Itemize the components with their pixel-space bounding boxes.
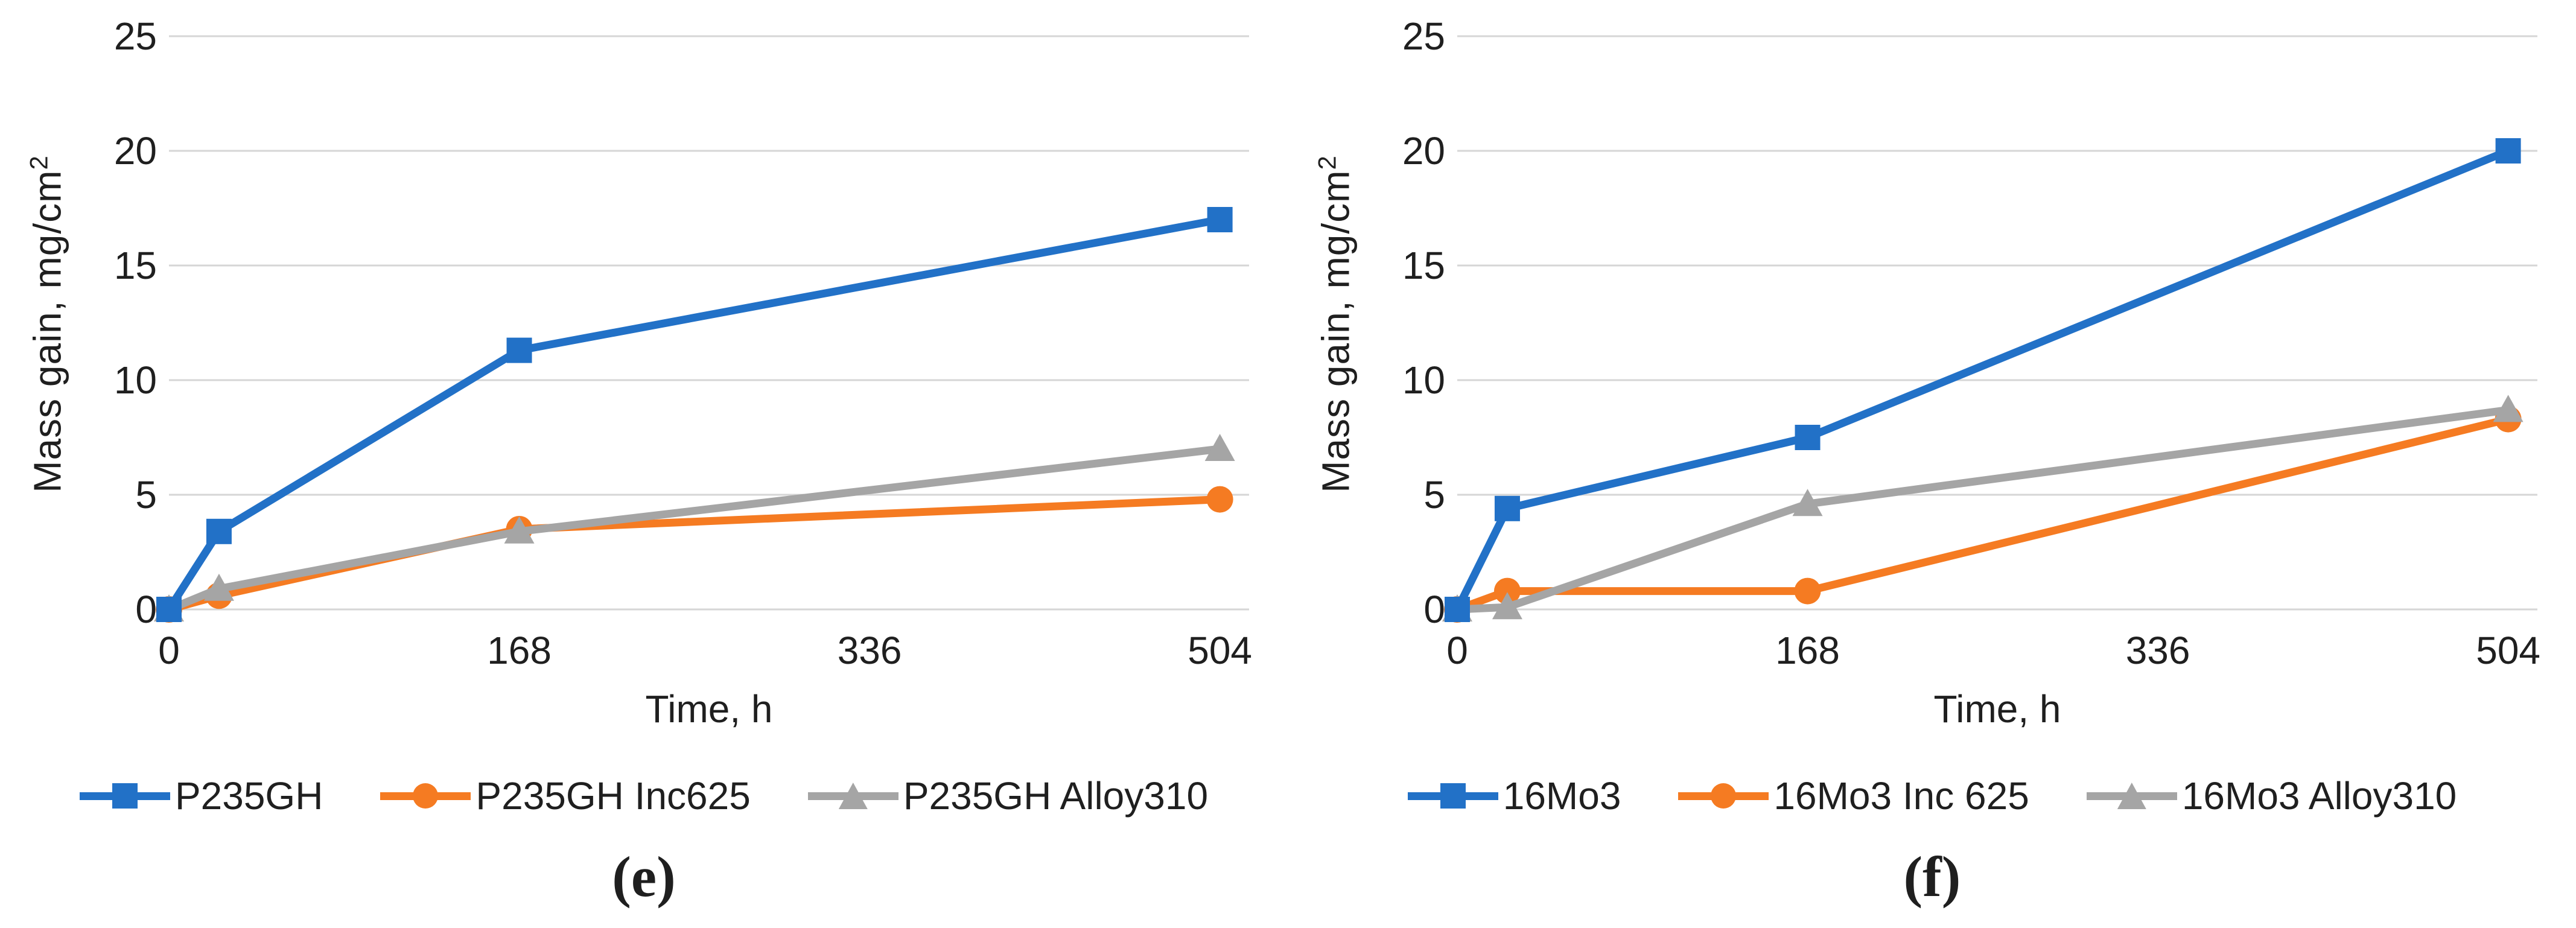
legend-label: P235GH Inc625 [475, 774, 751, 818]
y-axis-title-text: Mass gain, mg/cm [1314, 170, 1358, 493]
marker-square [1207, 207, 1233, 232]
marker-circle [1794, 577, 1821, 605]
legend-circle-marker-icon [1711, 783, 1737, 809]
legend-label: 16Mo3 Alloy310 [2181, 774, 2457, 818]
marker-triangle [2493, 395, 2524, 422]
y-tick-label: 0 [135, 588, 157, 631]
legend-square-marker-icon [1440, 783, 1466, 809]
marker-square [206, 518, 232, 544]
series-line-0 [165, 215, 1221, 612]
legend-item: 16Mo3 Inc 625 [1678, 774, 2029, 818]
marker-triangle [1492, 592, 1522, 620]
legend-triangle-marker-icon [2117, 783, 2146, 809]
caption-f: (f) [1903, 845, 1961, 909]
legend-triangle-marker-icon [838, 783, 868, 809]
y-tick-label: 0 [1423, 588, 1445, 631]
x-tick-label: 504 [1188, 629, 1252, 672]
y-tick-label: 25 [113, 14, 157, 58]
x-tick-label: 0 [1446, 629, 1468, 672]
marker-triangle [1792, 489, 1823, 516]
marker-square [1494, 495, 1520, 521]
plot-canvas [154, 35, 1249, 623]
caption-e: (e) [612, 845, 676, 909]
legend-item: 16Mo3 Alloy310 [2086, 774, 2457, 818]
x-tick-label: 168 [487, 629, 552, 672]
legend: 16Mo3 16Mo3 Inc 625 16Mo3 Alloy310 [1288, 774, 2576, 818]
x-tick-label: 336 [2125, 629, 2190, 672]
chart-panel-f: Mass gain, mg/cm2 0 5 10 15 20 25 0 168 336 504 … [1288, 0, 2576, 928]
legend-line-sample [380, 783, 471, 809]
marker-circle [1206, 486, 1233, 513]
plot-canvas [1442, 35, 2537, 623]
marker-triangle [203, 573, 234, 601]
y-tick-label: 5 [135, 473, 157, 516]
legend-line-sample [1407, 783, 1498, 809]
series-line-1 [168, 495, 1220, 614]
marker-square [506, 337, 532, 363]
plot-area [154, 35, 1249, 623]
marker-square [2495, 138, 2521, 164]
y-tick-label: 25 [1402, 14, 1445, 58]
y-axis-title: Mass gain, mg/cm2 [24, 155, 69, 493]
legend-label: P235GH Alloy310 [903, 774, 1209, 818]
legend-item: P235GH [79, 774, 323, 818]
legend-line-sample [79, 783, 170, 809]
marker-square [1445, 597, 1470, 622]
plot-area [1442, 35, 2537, 623]
x-tick-label: 504 [2476, 629, 2540, 672]
legend-label: 16Mo3 [1503, 774, 1621, 818]
y-tick-label: 15 [1402, 244, 1445, 287]
marker-triangle [504, 516, 535, 544]
series-line-1 [1455, 415, 2510, 614]
legend-item: P235GH Inc625 [380, 774, 751, 818]
y-tick-label: 20 [113, 129, 157, 173]
legend-square-marker-icon [112, 783, 138, 809]
marker-triangle [1204, 434, 1235, 461]
series-line-2 [167, 445, 1221, 614]
y-tick-label: 20 [1402, 129, 1445, 173]
legend-item: P235GH Alloy310 [807, 774, 1209, 818]
series-line-2 [1457, 405, 2509, 614]
x-tick-label: 0 [158, 629, 180, 672]
legend: P235GH P235GH Inc625 P235GH Alloy310 [0, 774, 1288, 818]
y-tick-label: 10 [113, 358, 157, 402]
legend-line-sample [1678, 783, 1769, 809]
legend-item: 16Mo3 [1407, 774, 1621, 818]
x-tick-label: 168 [1775, 629, 1840, 672]
legend-line-sample [2086, 783, 2177, 809]
legend-label: P235GH [174, 774, 323, 818]
x-tick-label: 336 [837, 629, 902, 672]
y-tick-label: 10 [1402, 358, 1445, 402]
series-line-0 [1454, 147, 2510, 611]
legend-circle-marker-icon [413, 783, 439, 809]
legend-label: 16Mo3 Inc 625 [1773, 774, 2029, 818]
y-axis-title-text: Mass gain, mg/cm [25, 170, 69, 493]
chart-panel-e: Mass gain, mg/cm2 0 5 10 15 20 25 0 168 336 504 … [0, 14, 1288, 909]
marker-circle [1493, 577, 1521, 605]
y-tick-label: 5 [1423, 473, 1445, 516]
y-tick-label: 15 [113, 244, 157, 287]
y-axis-title: Mass gain, mg/cm2 [1312, 155, 1358, 493]
x-axis-title: Time, h [1933, 687, 2061, 731]
x-axis-title: Time, h [645, 687, 773, 731]
marker-square [156, 597, 182, 622]
marker-square [1795, 425, 1821, 450]
legend-line-sample [807, 783, 898, 809]
